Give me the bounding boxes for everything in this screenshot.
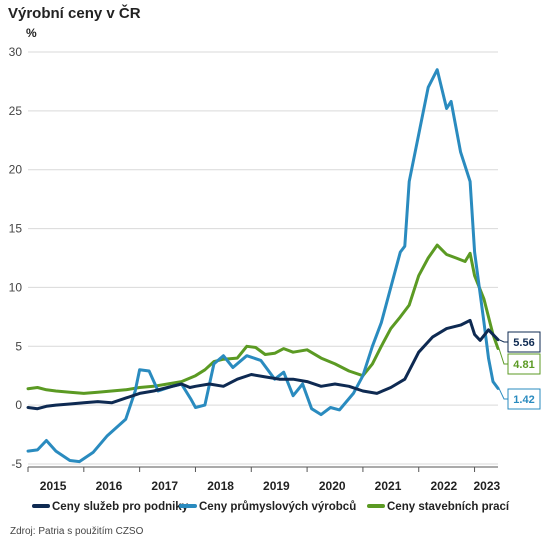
y-tick-label: 15 (9, 222, 23, 236)
end-label-box (507, 331, 541, 353)
y-tick-label: 0 (15, 398, 22, 412)
grid-lines (28, 51, 498, 465)
legend-label: Ceny průmyslových výrobců (199, 501, 356, 513)
legend-label: Ceny služeb pro podniky (52, 501, 189, 513)
end-label-value: 1.42 (513, 394, 534, 406)
y-tick-label: 25 (9, 104, 23, 118)
end-label-value: 4.81 (513, 359, 534, 371)
y-tick-label: -5 (11, 457, 22, 471)
end-label-value: 5.56 (513, 337, 534, 349)
y-tick-label: 30 (9, 45, 23, 59)
x-tick-label: 2022 (431, 479, 458, 493)
x-tick-label: 2023 (473, 479, 500, 493)
x-tick-label: 2016 (96, 479, 123, 493)
x-tick-label: 2020 (319, 479, 346, 493)
series-line (26, 243, 500, 395)
series-line (26, 68, 500, 464)
end-label-connector (498, 339, 508, 343)
x-tick-label: 2018 (207, 479, 234, 493)
series-line (26, 318, 500, 411)
y-tick-label: 5 (15, 339, 22, 353)
legend: Ceny služeb pro podniky Ceny průmyslových… (32, 501, 510, 513)
chart-title: Výrobní ceny v ČR (8, 5, 141, 22)
x-tick-label: 2019 (263, 479, 290, 493)
y-tick-label: 20 (9, 163, 23, 177)
end-label-box (507, 388, 541, 410)
end-label-connector (498, 348, 508, 365)
x-axis-ticks: 2015 2016 2017 2018 2019 2020 2021 2022 2023 (27, 466, 501, 493)
source-note: Zdroj: Patria s použitím CZSO (10, 526, 144, 537)
y-unit-label: % (26, 26, 37, 40)
y-tick-label: 10 (9, 280, 23, 294)
end-label-connector (498, 388, 508, 400)
x-tick-label: 2017 (151, 479, 178, 493)
x-tick-label: 2021 (375, 479, 402, 493)
end-label-box (507, 353, 541, 375)
series-lines (26, 68, 500, 464)
legend-label: Ceny stavebních prací (387, 501, 510, 513)
x-tick-label: 2015 (40, 479, 67, 493)
end-labels: 5.56 4.81 1.42 (498, 331, 541, 410)
y-axis-ticks: -5 0 5 10 15 20 25 30% (9, 26, 37, 471)
